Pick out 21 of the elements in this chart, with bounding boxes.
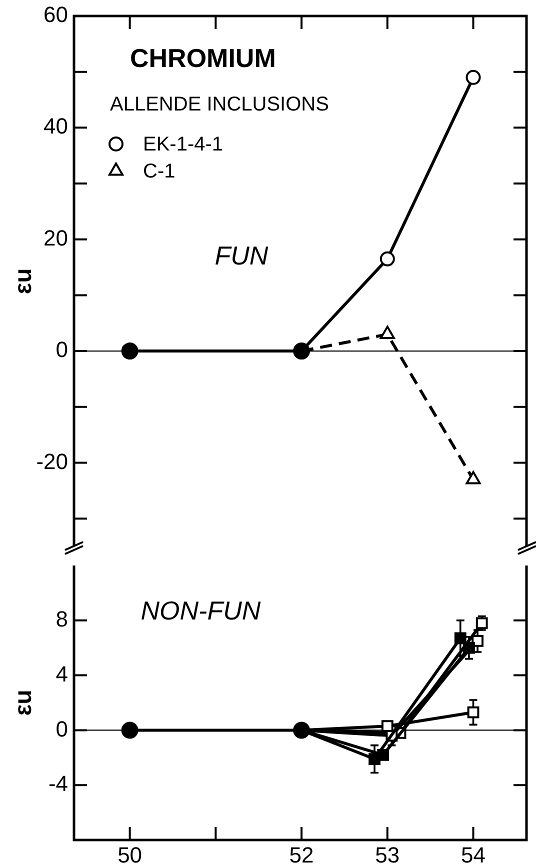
y-tick-label: 0: [56, 337, 68, 362]
y-axis-title: εu: [10, 690, 38, 716]
y-tick-label: -4: [48, 771, 68, 796]
x-tick-label: 50: [118, 842, 142, 867]
x-tick-label: 54: [461, 842, 486, 867]
y-tick-label: 60: [44, 2, 68, 28]
y-tick-label: 8: [56, 606, 68, 632]
y-tick-label: 4: [56, 661, 68, 686]
y-tick-label: 0: [56, 716, 68, 742]
x-tick-label: 52: [289, 842, 314, 867]
legend-label: C-1: [143, 160, 176, 183]
y-tick-label: 20: [44, 225, 68, 250]
y-tick-label: -20: [36, 448, 68, 474]
legend-label: EK-1-4-1: [143, 134, 224, 156]
y-tick-label: 40: [44, 114, 68, 139]
x-tick-label: 53: [375, 842, 400, 867]
annotation: NON-FUN: [140, 595, 261, 626]
annotation: FUN: [214, 240, 268, 271]
legend-title: ALLENDE INCLUSIONS: [110, 94, 329, 116]
y-axis-title: εu: [10, 268, 38, 294]
text: CHROMIUM: [130, 43, 276, 73]
